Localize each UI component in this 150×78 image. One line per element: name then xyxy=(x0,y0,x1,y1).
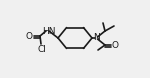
Text: HN: HN xyxy=(42,27,56,35)
Text: O: O xyxy=(26,32,33,41)
Text: N: N xyxy=(93,33,99,43)
Text: Cl: Cl xyxy=(38,45,46,54)
Text: O: O xyxy=(112,41,119,50)
